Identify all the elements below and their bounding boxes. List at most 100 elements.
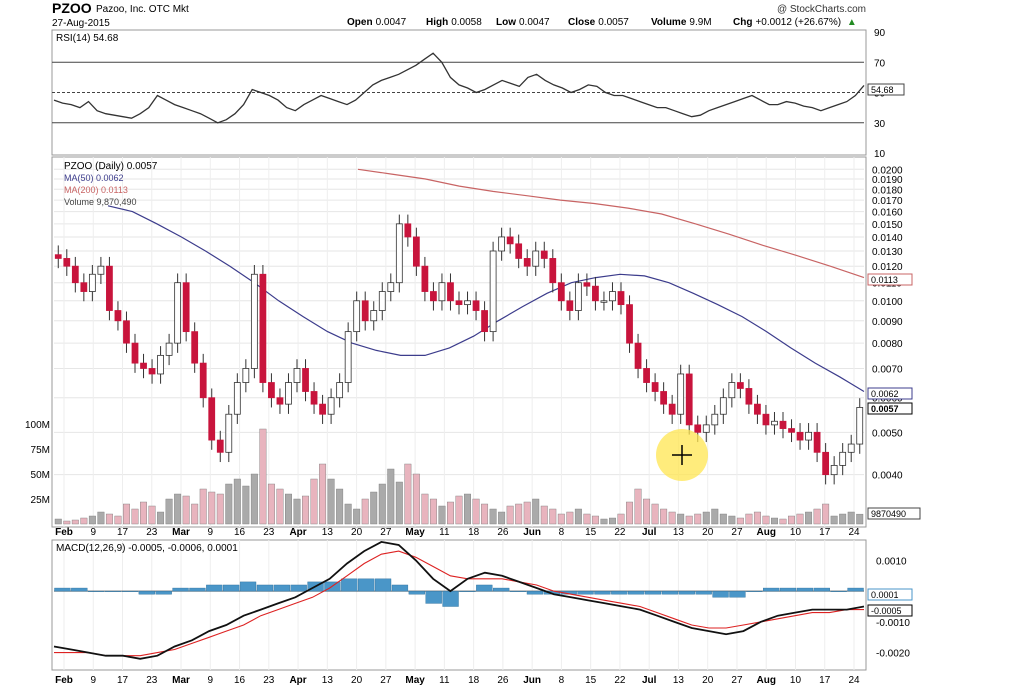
candle-body	[404, 223, 412, 238]
x-axis-label: 23	[146, 527, 158, 538]
volume-tick-label: 100M	[25, 420, 50, 431]
macd-histogram-bar	[577, 590, 594, 595]
chg-up-arrow: ▲	[847, 17, 857, 28]
candle-body	[702, 424, 710, 433]
macd-histogram-bar	[256, 584, 274, 592]
x-axis-label: 9	[208, 675, 214, 686]
rsi-line	[53, 52, 865, 124]
ma200-line	[357, 168, 865, 279]
macd-histogram-bar	[594, 590, 611, 595]
volume-tick-label: 50M	[31, 470, 50, 481]
candle-body	[71, 265, 79, 284]
volume-bar	[771, 517, 778, 525]
volume-bar	[285, 493, 292, 525]
x-axis-label: 10	[790, 527, 802, 538]
candle-body	[464, 300, 471, 306]
x-axis-label: 27	[731, 675, 743, 686]
volume-bar	[88, 515, 96, 525]
x-axis-label: 16	[234, 527, 246, 538]
macd-panel	[51, 539, 867, 671]
candle-body	[174, 282, 182, 344]
volume-bar	[515, 503, 523, 525]
candle-body	[80, 282, 88, 292]
candle-body	[600, 300, 608, 303]
candle-body	[574, 282, 582, 311]
candle-body	[643, 368, 650, 383]
candle-body	[54, 254, 62, 259]
x-axis-label: 26	[497, 675, 509, 686]
svg-text:0.0113: 0.0113	[871, 275, 898, 285]
ohlc-summary: Open 0.0047 High 0.0058 Low 0.0047 Close 0.0…	[347, 17, 857, 28]
candle-body	[302, 368, 309, 392]
volume-bar	[626, 501, 633, 525]
svg-text:54.68: 54.68	[871, 85, 894, 95]
volume-bar	[591, 515, 599, 525]
x-axis-label: 17	[819, 527, 831, 538]
candle-body	[182, 282, 190, 333]
price-title: PZOO (Daily) 0.0057	[64, 161, 158, 172]
stockcharts-watermark: @ StockCharts.com	[777, 4, 866, 15]
candle-body	[660, 391, 668, 405]
x-axis-label: 8	[559, 527, 565, 538]
candle-body	[327, 397, 335, 415]
candle-body	[361, 300, 369, 322]
legend-ma200: MA(200) 0.0113	[64, 185, 128, 195]
volume-bar	[302, 495, 309, 525]
candle-body	[651, 382, 659, 392]
volume-bar	[80, 517, 88, 525]
x-axis-label: 15	[585, 675, 597, 686]
crosshair-cursor[interactable]	[672, 445, 692, 465]
x-axis-label: 9	[90, 675, 96, 686]
volume-bar	[805, 511, 813, 525]
badge-close: 0.0057	[867, 402, 913, 415]
volume-bar	[464, 493, 471, 525]
price-tick-label: 0.0050	[872, 428, 903, 439]
candle-body	[310, 391, 318, 405]
volume-bar	[532, 498, 540, 525]
candle-body	[788, 428, 795, 433]
chg-value: +0.0012 (+26.67%)	[755, 17, 841, 28]
volume-tick-label: 75M	[31, 445, 50, 456]
candle-body	[63, 258, 71, 267]
volume-bar	[174, 493, 182, 525]
macd-histogram-bar	[746, 590, 763, 592]
volume-bar	[600, 518, 608, 525]
badge-ma200: 0.0113	[867, 273, 913, 286]
volume-bar	[549, 508, 557, 525]
badge-macd-hist: 0.0001	[867, 588, 913, 601]
macd-tick-label: 0.0010	[876, 556, 907, 567]
macd-histogram-bar	[172, 587, 189, 592]
x-axis-label: 20	[351, 675, 363, 686]
volume-bar	[609, 517, 616, 525]
svg-text:9870490: 9870490	[871, 509, 906, 519]
candle-body	[694, 424, 702, 433]
svg-text:0.0057: 0.0057	[871, 404, 899, 414]
x-axis-label: 8	[559, 675, 565, 686]
x-axis-label: 22	[614, 527, 626, 538]
volume-bar	[216, 493, 224, 525]
volume-bar	[182, 495, 190, 525]
volume-bar	[660, 508, 668, 525]
volume-bar	[259, 428, 267, 525]
macd-tick-label: -0.0020	[876, 649, 910, 660]
volume-bar	[489, 508, 497, 525]
price-tick-label: 0.0140	[872, 233, 903, 244]
x-axis-label: Mar	[172, 527, 190, 538]
candle-body	[540, 250, 548, 259]
volume-bar	[165, 498, 173, 525]
macd-histogram-bar	[712, 590, 729, 598]
svg-text:0.0062: 0.0062	[871, 389, 899, 399]
symbol: PZOO	[52, 0, 92, 16]
macd-histogram-bar	[628, 590, 645, 595]
macd-histogram-bar	[104, 590, 122, 592]
volume-bar	[344, 503, 352, 525]
macd-histogram-bar	[341, 578, 358, 592]
macd-histogram-bar	[847, 587, 864, 592]
volume-bar	[574, 508, 582, 525]
macd-histogram-bar	[239, 581, 257, 592]
volume-bar	[276, 488, 284, 525]
volume-bar	[225, 483, 233, 525]
candle-body	[114, 310, 122, 322]
low-value: 0.0047	[519, 17, 550, 28]
